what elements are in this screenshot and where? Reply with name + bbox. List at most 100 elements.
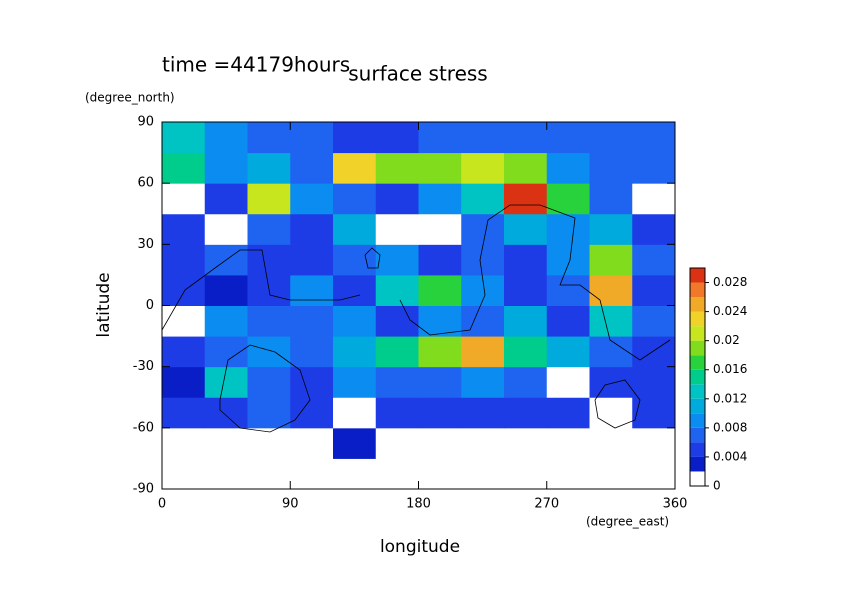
field-cell [162, 183, 206, 215]
field-cell [247, 397, 291, 429]
field-cell [589, 397, 633, 429]
field [162, 122, 676, 490]
field-cell [290, 183, 334, 215]
field-cell [418, 183, 462, 215]
field-cell [504, 183, 548, 215]
field-cell [589, 122, 633, 154]
field-cell [546, 122, 590, 154]
y-tick-label: 90 [137, 115, 154, 130]
colorbar-tick-label: 0.028 [713, 275, 747, 289]
coastline [399, 219, 489, 336]
field-cell [418, 458, 462, 490]
field-cell [632, 274, 676, 306]
x-unit: (degree_east) [586, 515, 669, 529]
field-cell [546, 152, 590, 184]
field-cell [589, 244, 633, 276]
field-cell [418, 274, 462, 306]
colorbar-tick-label: 0.016 [713, 362, 747, 376]
y-tick-label: -60 [133, 420, 154, 435]
field-cell [290, 244, 334, 276]
colorbar-tick-label: 0.024 [713, 304, 747, 318]
field-cell [461, 152, 505, 184]
x-tick-label: 0 [158, 497, 166, 512]
field-cell [461, 458, 505, 490]
field-cell [290, 336, 334, 368]
field-cell [204, 213, 248, 245]
field-cell [162, 152, 206, 184]
x-tick-label: 180 [406, 497, 431, 512]
field-cell [504, 244, 548, 276]
field-cell [204, 274, 248, 306]
field-cell [375, 274, 419, 306]
field-cell [461, 397, 505, 429]
colorbar-segment [690, 398, 705, 414]
coastlines [161, 204, 671, 433]
field-cell [632, 213, 676, 245]
colorbar-segment [690, 311, 705, 327]
field-cell [461, 213, 505, 245]
field-cell [162, 397, 206, 429]
field-cell [461, 427, 505, 459]
field-cell [589, 366, 633, 398]
field-cell [504, 122, 548, 154]
field-cell [632, 427, 676, 459]
field-cell [162, 458, 206, 490]
field-cell [204, 427, 248, 459]
field-cell [247, 458, 291, 490]
coastline [161, 249, 361, 331]
field-cell [546, 336, 590, 368]
field-cell [333, 458, 377, 490]
field-cell [290, 122, 334, 154]
coastline [364, 247, 381, 269]
field-cell [333, 213, 377, 245]
field-cell [546, 213, 590, 245]
field-cell [162, 244, 206, 276]
field-cell [589, 152, 633, 184]
field-cell [290, 366, 334, 398]
field-cell [504, 274, 548, 306]
field-cell [589, 274, 633, 306]
field-cell [504, 458, 548, 490]
field-cell [204, 366, 248, 398]
chart-title: surface stress [348, 62, 487, 86]
colorbar-tick-label: 0 [713, 479, 721, 493]
colorbar-segment [690, 369, 705, 385]
field-cell [162, 427, 206, 459]
colorbar-tick-label: 0.02 [713, 333, 740, 347]
field-cell [375, 366, 419, 398]
field-cell [204, 336, 248, 368]
field-cell [290, 427, 334, 459]
y-tick-label: -90 [133, 482, 154, 497]
y-tick-label: -30 [133, 359, 154, 374]
field-cell [290, 458, 334, 490]
colorbar-segment [690, 413, 705, 428]
field-cell [247, 183, 291, 215]
colorbar-tick-label: 0.004 [713, 449, 747, 463]
field-cell [333, 427, 377, 459]
colorbar-segment [690, 355, 705, 370]
y-unit: (degree_north) [85, 91, 175, 105]
colorbar-segment [690, 297, 705, 312]
field-cell [204, 122, 248, 154]
field-cell [632, 152, 676, 184]
colorbar-segment [690, 340, 705, 356]
field-cell [546, 427, 590, 459]
field-cell [375, 427, 419, 459]
colorbar-segment [690, 456, 705, 472]
field-cell [589, 183, 633, 215]
x-tick-label: 270 [534, 497, 559, 512]
field-cell [290, 274, 334, 306]
field-cell [589, 427, 633, 459]
field-cell [162, 366, 206, 398]
field-cell [375, 122, 419, 154]
field-cell [589, 305, 633, 337]
coastline [219, 344, 311, 433]
colorbar-segment [690, 442, 705, 457]
field-cell [504, 152, 548, 184]
y-tick-label: 30 [137, 237, 154, 252]
field-cell [632, 244, 676, 276]
field-cell [589, 458, 633, 490]
field-cell [247, 152, 291, 184]
